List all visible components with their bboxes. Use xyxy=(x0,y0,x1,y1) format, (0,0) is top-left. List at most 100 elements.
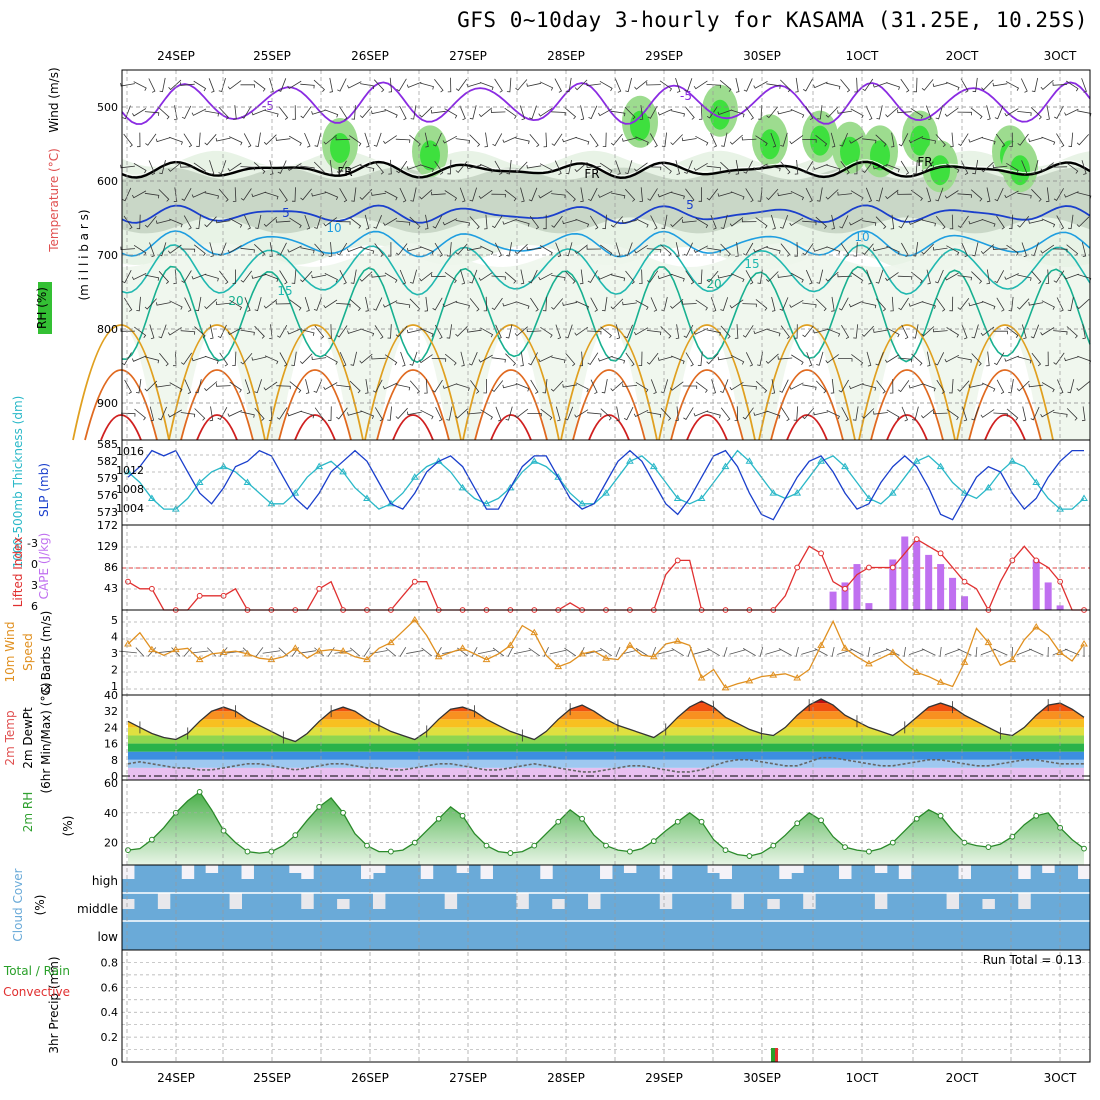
wind-barb xyxy=(826,164,841,172)
wind-barb xyxy=(646,330,662,336)
wind-barb xyxy=(1041,218,1056,228)
contour-10 xyxy=(121,230,1091,258)
wind-barb xyxy=(304,296,310,312)
wind-tick: 3 xyxy=(111,647,118,660)
wind-barb xyxy=(734,324,739,339)
pressure-tick: 700 xyxy=(97,249,118,262)
wind-barb xyxy=(564,406,574,421)
wind-barb xyxy=(419,82,434,90)
wind-barb xyxy=(711,379,716,394)
wind-barb xyxy=(410,187,417,202)
wind-barb xyxy=(420,328,434,337)
warm-contour xyxy=(84,369,158,441)
wind-barb xyxy=(908,218,924,225)
wind-barb xyxy=(755,217,768,229)
wind-barb xyxy=(794,242,798,257)
wind-barb xyxy=(957,215,969,228)
warm-contour xyxy=(266,324,364,441)
wind-barb xyxy=(757,187,763,202)
cloud-high-gap xyxy=(480,865,493,879)
temp2m-panel: 40 32 24 16 8 0 xyxy=(104,689,1090,783)
contour-label: FR xyxy=(917,155,932,169)
wind10m-point xyxy=(912,668,921,675)
rh2m-point xyxy=(674,818,681,825)
wind-barb xyxy=(131,190,147,199)
wind-barb xyxy=(191,191,207,198)
wind-barb xyxy=(419,164,434,173)
wind-barb xyxy=(693,245,708,253)
wind-barb xyxy=(254,325,265,339)
rh-patch-core xyxy=(930,155,950,186)
wind-barb xyxy=(529,133,540,148)
lifted-index-point xyxy=(125,578,131,585)
wind-barb xyxy=(120,412,136,417)
wind-barb xyxy=(765,353,779,364)
wind10m-barb xyxy=(206,647,217,657)
wind-barb xyxy=(484,214,488,230)
wind-barb xyxy=(839,215,849,229)
wind-barb xyxy=(269,160,274,175)
wind-barb xyxy=(866,269,872,285)
warm-contour xyxy=(758,324,856,441)
wind-barb xyxy=(685,188,695,203)
wind-barb xyxy=(622,383,637,388)
thickness-point xyxy=(1080,494,1088,501)
wind-barb xyxy=(921,219,936,227)
wind10m-barb xyxy=(615,646,621,658)
wind-barb xyxy=(926,269,931,285)
cloud-high-gap xyxy=(1042,865,1055,873)
wind-barb xyxy=(575,382,589,393)
wind-barb xyxy=(339,270,347,285)
wind-barb xyxy=(1066,408,1078,421)
wind10m-point xyxy=(410,615,419,623)
wind-barb xyxy=(802,160,814,174)
wind-barb xyxy=(590,379,598,394)
wind-barb xyxy=(994,270,1005,284)
rh-band-grey xyxy=(122,167,1090,234)
wind-barb xyxy=(935,134,946,148)
wind10m-barb xyxy=(334,650,352,654)
wind-barb xyxy=(505,406,513,421)
wind-barb xyxy=(1081,160,1087,175)
wind-barb xyxy=(287,245,302,253)
rh2m-point xyxy=(196,789,203,795)
wind-barb xyxy=(830,132,836,148)
wind-barb xyxy=(300,247,315,254)
date-label-top: 27SEP xyxy=(449,49,487,63)
wind-barb xyxy=(980,326,995,336)
wind10m-point xyxy=(482,655,491,663)
wind-barb xyxy=(455,78,468,92)
wind10m-barb xyxy=(385,647,397,657)
wind-barb xyxy=(742,385,757,390)
wind10m-barb xyxy=(471,647,478,657)
dry-plume xyxy=(672,325,742,440)
wind-barb xyxy=(685,270,695,285)
wind-barb xyxy=(173,187,178,203)
wind-barb xyxy=(587,412,602,418)
contour-label: FR xyxy=(584,167,599,181)
wind-barb xyxy=(840,79,851,93)
rh-patch-core xyxy=(840,136,860,167)
wind-barb xyxy=(935,216,946,230)
wind-barb xyxy=(526,328,542,333)
wind-barb xyxy=(602,132,607,148)
wind-barb xyxy=(1067,379,1075,394)
wind-barb xyxy=(735,159,740,175)
thickness-point xyxy=(1032,478,1041,485)
precip-panel: 0.8 0.6 0.4 0.2 0 xyxy=(101,949,1090,1069)
wind-barb xyxy=(890,132,895,148)
cape-bar xyxy=(1056,605,1064,610)
rh2m-point xyxy=(411,839,418,846)
thickness-point xyxy=(339,467,347,475)
wind-barb xyxy=(526,246,542,251)
wind-barb xyxy=(599,162,613,174)
wind-barb xyxy=(145,356,160,364)
thickness-tick: 579 xyxy=(97,472,118,485)
wind10m-barb xyxy=(944,648,961,656)
wind-barb xyxy=(444,190,458,201)
dry-plume xyxy=(182,325,252,440)
wind-barb xyxy=(830,378,835,394)
wind-barb xyxy=(861,138,877,144)
run-total-label: Run Total = 0.13 xyxy=(983,953,1082,967)
wind-barb xyxy=(669,381,684,391)
